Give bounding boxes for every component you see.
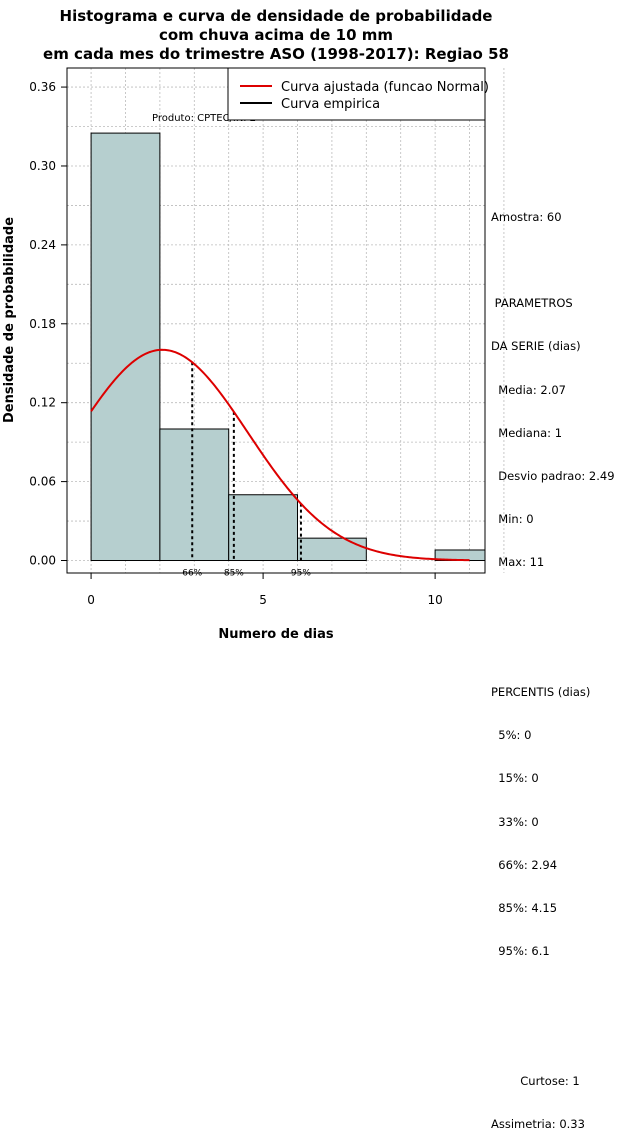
histogram-bar — [90, 132, 161, 562]
spacer — [491, 1031, 637, 1045]
y-axis-label: Densidade de probabilidade — [2, 217, 17, 423]
percentile-5: 5%: 0 — [491, 728, 532, 743]
sample-size: Amostra: 60 — [491, 209, 562, 224]
x-tick-label: 0 — [87, 593, 95, 607]
histogram-bar — [297, 537, 367, 562]
histogram-chart: 66% 85% 95% 0 5 10 0.00 0.06 0.12 0.18 0.24 0.30 0.… — [2, 7, 509, 642]
percentile-label: 85% — [224, 569, 244, 579]
legend-label-empirical: Curva empirica — [281, 97, 380, 112]
stat-skewness: Assimetria: 0.33 — [491, 1117, 585, 1132]
percentile-label: 95% — [291, 569, 311, 579]
x-axis-label: Numero de dias — [218, 627, 334, 642]
percentile-15: 15%: 0 — [491, 771, 539, 786]
stat-kurtosis: Curtose: 1 — [491, 1073, 580, 1088]
chart-title-line-3: em cada mes do trimestre ASO (1998-2017)… — [43, 45, 509, 63]
axes: 0 5 10 0.00 0.06 0.12 0.18 0.24 0.30 0.36 — [29, 80, 442, 607]
spacer — [491, 599, 637, 613]
histogram-bar — [228, 494, 299, 562]
y-tick-label: 0.18 — [29, 317, 56, 331]
product-annotation: Produto: CPTEC/INPE — [152, 113, 256, 124]
stat-max: Max: 11 — [491, 555, 545, 570]
percentile-95: 95%: 6.1 — [491, 944, 550, 959]
percentile-33: 33%: 0 — [491, 814, 539, 829]
percentile-66: 66%: 2.94 — [491, 857, 558, 872]
params-title-1: PARAMETROS — [491, 296, 573, 311]
legend: Curva ajustada (funcao Normal) Curva emp… — [227, 67, 489, 121]
stat-sd: Desvio padrao: 2.49 — [491, 469, 615, 484]
spacer — [491, 253, 637, 267]
params-title-2: DA SERIE (dias) — [491, 339, 581, 354]
y-tick-label: 0.24 — [29, 238, 56, 252]
chart-title-line-2: com chuva acima de 10 mm — [159, 26, 393, 44]
y-tick-label: 0.00 — [29, 554, 56, 568]
spacer — [491, 642, 637, 656]
histogram-bar — [159, 428, 230, 562]
y-tick-label: 0.06 — [29, 475, 56, 489]
stat-median: Mediana: 1 — [491, 425, 563, 440]
legend-box — [227, 67, 486, 121]
x-tick-label: 10 — [427, 593, 442, 607]
stats-panel: Amostra: 60 PARAMETROS DA SERIE (dias) M… — [491, 181, 637, 1146]
legend-label-fitted: Curva ajustada (funcao Normal) — [281, 80, 489, 95]
percentile-label: 66% — [182, 569, 202, 579]
stat-min: Min: 0 — [491, 512, 534, 527]
x-tick-label: 5 — [259, 593, 267, 607]
spacer — [491, 987, 637, 1001]
y-tick-label: 0.12 — [29, 396, 56, 410]
stat-mean: Media: 2.07 — [491, 382, 566, 397]
percentile-85: 85%: 4.15 — [491, 901, 558, 916]
percentiles-title: PERCENTIS (dias) — [491, 685, 591, 700]
histogram-bars — [90, 132, 486, 562]
percentile-lines: 66% 85% 95% — [182, 362, 311, 579]
y-tick-label: 0.36 — [29, 80, 56, 94]
y-tick-label: 0.30 — [29, 159, 56, 173]
fitted-normal-curve — [90, 348, 470, 562]
chart-title-line-1: Histograma e curva de densidade de proba… — [60, 7, 493, 25]
